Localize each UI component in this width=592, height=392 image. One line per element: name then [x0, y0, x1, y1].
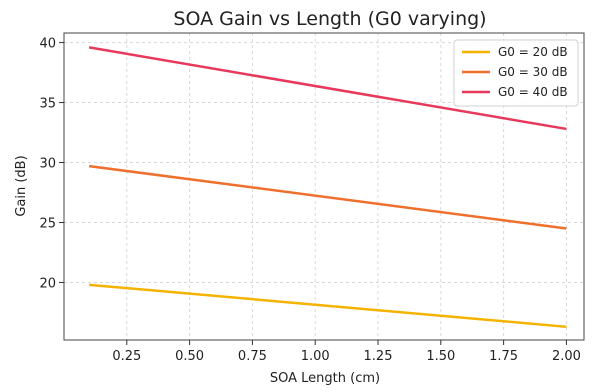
- series-line-3: [88, 46, 567, 131]
- ticks-layer: 0.25 0.50 0.75 1.00 1.25 1.50 1.75 2.00 20 25 30 35…: [39, 37, 580, 364]
- x-tick-label: 1.50: [426, 349, 455, 364]
- x-axis-label: SOA Length (cm): [270, 371, 380, 386]
- chart-title: SOA Gain vs Length (G0 varying): [173, 8, 486, 30]
- legend-label-2: G0 = 30 dB: [498, 65, 568, 79]
- y-tick-label: 30: [39, 157, 56, 172]
- legend-label-1: G0 = 20 dB: [498, 45, 568, 59]
- series-line-1: [89, 283, 567, 329]
- x-tick-label: 1.25: [364, 349, 393, 364]
- x-tick-label: 0.75: [238, 349, 267, 364]
- legend: G0 = 20 dB G0 = 30 dB G0 = 40 dB: [453, 39, 579, 107]
- y-tick-label: 35: [39, 97, 56, 112]
- x-tick-label: 1.75: [489, 349, 518, 364]
- legend-label-3: G0 = 40 dB: [498, 85, 568, 99]
- series-line-2: [88, 164, 567, 230]
- y-tick-label: 20: [39, 276, 56, 291]
- legend-box: [453, 39, 579, 107]
- x-tick-label: 0.25: [112, 349, 141, 364]
- x-tick-label: 2.00: [552, 349, 581, 364]
- y-tick-label: 40: [39, 37, 56, 52]
- y-axis-label: Gain (dB): [14, 155, 29, 216]
- x-tick-label: 0.50: [175, 349, 204, 364]
- plot-frame: [63, 32, 585, 341]
- x-tick-label: 1.00: [301, 349, 330, 364]
- y-tick-label: 25: [39, 216, 56, 231]
- series-layer: [88, 46, 567, 329]
